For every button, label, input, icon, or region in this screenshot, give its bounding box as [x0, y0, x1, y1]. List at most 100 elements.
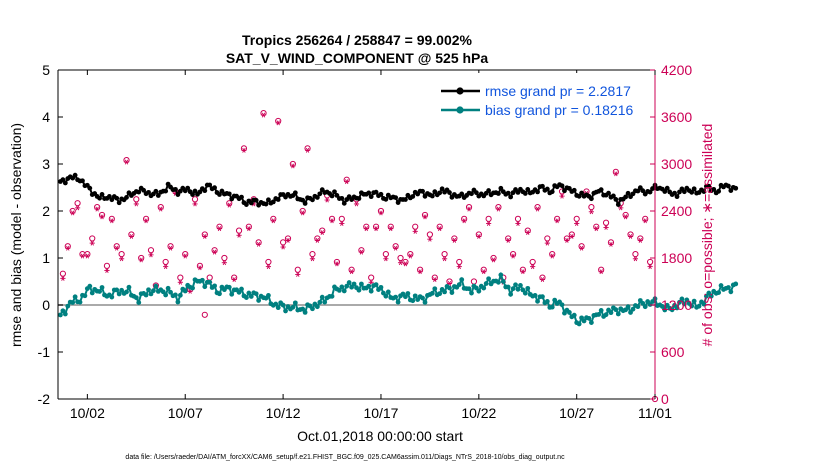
obs-assimilated-marker — [256, 241, 262, 247]
obs-assimilated-stroke — [237, 232, 241, 238]
bias-point — [728, 289, 734, 295]
bias-point — [253, 291, 259, 297]
obs-assimilated-stroke — [349, 269, 354, 275]
bias-point — [691, 298, 697, 304]
obs-assimilated-stroke — [359, 249, 364, 255]
rmse-point — [525, 187, 531, 192]
obs-assimilated-marker — [109, 218, 115, 224]
rmse-point — [114, 195, 120, 201]
obs-assimilated-marker — [383, 256, 389, 262]
obs-possible-marker — [279, 239, 287, 246]
y-left-tick-label: -1 — [38, 344, 51, 360]
bias-point — [300, 306, 306, 312]
obs-possible-marker — [426, 231, 434, 238]
bias-point — [190, 285, 195, 291]
bias-point — [540, 294, 545, 300]
bias-point — [532, 293, 538, 298]
obs-assimilated-marker — [94, 206, 100, 212]
obs-assimilated-stroke — [628, 233, 633, 239]
obs-assimilated-marker — [167, 245, 174, 251]
obs-assimilated-marker — [138, 257, 144, 263]
obs-assimilated-stroke — [217, 226, 222, 232]
rmse-point — [239, 194, 244, 200]
obs-assimilated-marker — [603, 224, 609, 230]
obs-assimilated-stroke — [193, 201, 197, 207]
obs-possible-marker — [544, 235, 551, 242]
bias-point — [429, 290, 435, 296]
rmse-point — [496, 191, 501, 196]
bias-point — [696, 303, 702, 309]
bias-point — [243, 295, 249, 300]
obs-assimilated-stroke — [261, 112, 266, 118]
bias-point — [351, 281, 357, 287]
obs-assimilated-stroke — [496, 206, 501, 212]
bias-point — [175, 299, 181, 305]
x-tick-label: 10/27 — [559, 405, 594, 421]
obs-possible-marker — [59, 270, 66, 277]
bias-point — [151, 288, 156, 294]
obs-assimilated-marker — [588, 209, 594, 215]
obs-assimilated-marker — [334, 261, 340, 267]
bias-point — [677, 299, 682, 305]
obs-assimilated-marker — [280, 244, 286, 250]
obs-assimilated-marker — [114, 245, 120, 251]
obs-assimilated-marker — [128, 233, 135, 239]
obs-assimilated-marker — [608, 241, 614, 247]
rmse-point — [615, 202, 621, 207]
obs-assimilated-marker — [314, 237, 320, 243]
rmse-point — [356, 196, 362, 201]
obs-assimilated-stroke — [178, 279, 183, 285]
obs-assimilated-marker — [260, 112, 267, 118]
bias-point — [133, 295, 139, 301]
legend-rmse-label: rmse grand pr = 2.2817 — [485, 83, 631, 99]
rmse-point — [393, 195, 399, 201]
obs-possible-marker — [235, 227, 243, 234]
bias-point — [153, 283, 159, 289]
obs-assimilated-marker — [216, 226, 223, 232]
obs-assimilated-marker — [642, 218, 648, 224]
bias-point — [659, 304, 665, 309]
rmse-point — [640, 188, 646, 194]
obs-possible-marker — [89, 235, 96, 242]
obs-possible-marker — [309, 250, 316, 258]
rmse-point — [447, 190, 452, 195]
obs-possible-marker — [201, 311, 208, 318]
obs-assimilated-stroke — [467, 206, 471, 212]
rmse-point — [437, 190, 443, 196]
axes: 10/02 10/07 10/12 10/17 10/22 10/27 11/01 -2 -1 0… — [38, 62, 693, 421]
bias-point — [329, 293, 335, 299]
obs-assimilated-marker — [295, 271, 301, 277]
obs-assimilated-stroke — [482, 269, 486, 275]
rmse-point — [310, 197, 315, 203]
rmse-point — [368, 194, 374, 200]
bias-point — [143, 292, 149, 298]
rmse-point — [302, 201, 308, 206]
bias-point — [486, 276, 492, 282]
legend: rmse grand pr = 2.2817 bias grand pr = 0… — [435, 73, 650, 120]
obs-assimilated-stroke — [369, 279, 373, 285]
bias-point — [339, 284, 345, 290]
obs-assimilated-marker — [466, 206, 472, 212]
rmse-point — [650, 186, 655, 191]
bias-point — [586, 315, 592, 321]
bias-point — [405, 291, 411, 296]
obs-assimilated-marker — [569, 233, 575, 239]
obs-assimilated-stroke — [526, 230, 530, 236]
obs-assimilated-marker — [304, 147, 311, 153]
obs-possible-marker — [294, 266, 301, 273]
obs-possible-marker — [191, 196, 199, 203]
bias-point — [248, 294, 254, 299]
bias-point — [559, 302, 565, 308]
obs-assimilated-stroke — [413, 228, 417, 234]
rmse-point — [197, 189, 203, 195]
rmse-point — [192, 188, 198, 194]
bias-point — [77, 299, 83, 305]
obs-assimilated-marker — [202, 233, 208, 239]
rmse-point — [332, 189, 337, 195]
obs-assimilated-stroke — [335, 261, 339, 267]
obs-assimilated-marker — [456, 264, 462, 270]
obs-assimilated-stroke — [393, 245, 398, 251]
rmse-point — [420, 188, 425, 194]
rmse-point — [72, 172, 78, 178]
obs-assimilated-stroke — [115, 245, 119, 251]
